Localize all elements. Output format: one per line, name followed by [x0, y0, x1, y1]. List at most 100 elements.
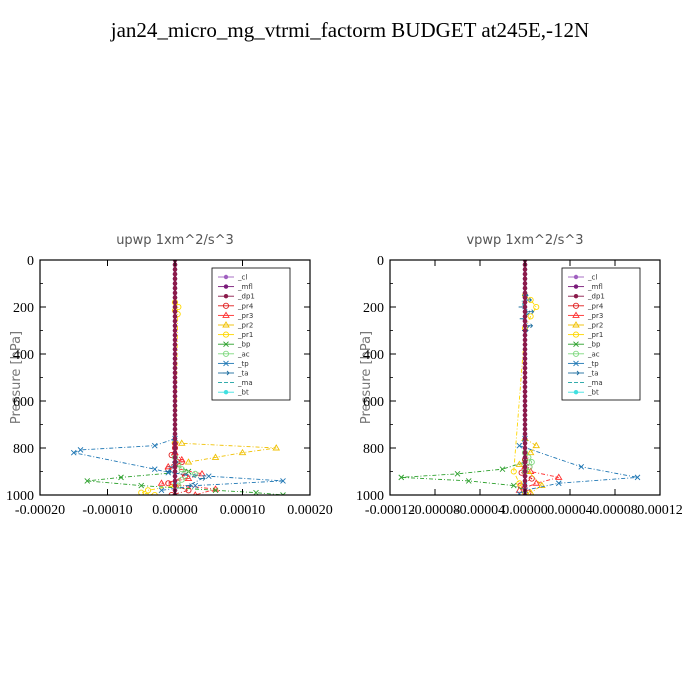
- legend-label: _mfl: [237, 283, 253, 291]
- legend-label: _pr4: [587, 302, 604, 310]
- x-tick-label: 0.00010: [220, 503, 266, 518]
- series-point: [172, 398, 178, 404]
- series-point: [527, 313, 534, 320]
- series-point: [77, 447, 84, 453]
- series-point: [554, 473, 563, 480]
- legend-box: [211, 267, 291, 401]
- series-point: [522, 422, 528, 427]
- series-point: [280, 492, 286, 495]
- series-point: [522, 436, 528, 441]
- series-point: [172, 469, 178, 474]
- x-tick-label: 0.00004: [547, 503, 593, 518]
- series-point: [528, 459, 535, 466]
- series-line: [519, 466, 559, 491]
- legend-label: _pr1: [237, 331, 253, 339]
- y-tick-label: 400: [13, 348, 34, 363]
- series-point: [522, 441, 528, 446]
- legend-label: _mfl: [587, 283, 603, 291]
- series-point: [522, 412, 528, 418]
- chart-panel-vpwp: vpwp 1xm^2/s^3 Pressure [hPa] 0 200 400 600 80…: [356, 233, 683, 518]
- series-point: [212, 487, 219, 494]
- legend-entry: _bp: [218, 341, 251, 349]
- legend-entry: _ta: [218, 370, 249, 378]
- y-tick-label: 600: [13, 395, 34, 410]
- y-tick-label: 0: [377, 254, 384, 269]
- series-point: [522, 469, 528, 474]
- series-point: [522, 380, 528, 385]
- series-point: [172, 431, 178, 437]
- legend-entry: _bp: [568, 341, 601, 349]
- legend-entry: _ac: [218, 350, 250, 358]
- series-point: [280, 478, 286, 484]
- y-tick-label: 200: [13, 301, 34, 316]
- series-dp1: [522, 260, 528, 495]
- legend-entry: _bt: [568, 389, 599, 397]
- legend-marker: [573, 294, 579, 299]
- series-point: [177, 455, 186, 463]
- series-point: [172, 384, 178, 390]
- series-point: [172, 281, 178, 286]
- series-point: [499, 466, 506, 472]
- series-point: [253, 489, 259, 495]
- panel-title: upwp 1xm^2/s^3: [116, 233, 234, 248]
- series-point: [165, 469, 172, 476]
- chart-panel-upwp: upwp 1xm^2/s^3 Pressure [hPa] 0 200 400 600 80…: [6, 233, 333, 518]
- series-dp1: [172, 260, 178, 495]
- series-point: [178, 466, 185, 473]
- series-point: [522, 459, 528, 465]
- x-tick-label: -0.00010: [82, 503, 132, 518]
- legend-label: _bt: [237, 389, 249, 397]
- series-point: [522, 309, 528, 314]
- series-point: [526, 323, 534, 329]
- series-point: [172, 333, 178, 338]
- series-point: [172, 356, 178, 361]
- series-point: [522, 483, 528, 488]
- series-point: [172, 441, 178, 446]
- series-point: [532, 441, 541, 449]
- y-tick-label: 200: [363, 301, 384, 316]
- series-point: [211, 453, 220, 460]
- series-point: [465, 478, 472, 484]
- series-bp: [398, 459, 528, 494]
- series-point: [172, 314, 178, 319]
- series-point: [172, 300, 178, 305]
- legend-entry: _tp: [568, 360, 599, 368]
- legend-entry: _bt: [218, 389, 249, 397]
- x-tick-label: -0.00008: [410, 503, 460, 518]
- series-point: [172, 403, 178, 408]
- series-point: [172, 412, 178, 418]
- legend-label: _bp: [237, 341, 251, 349]
- series-point: [526, 463, 533, 470]
- series-point: [522, 478, 528, 484]
- series-point: [522, 267, 528, 272]
- series-point: [522, 281, 528, 286]
- series-point: [522, 384, 528, 390]
- legend-marker: [572, 321, 580, 328]
- series-point: [172, 408, 178, 413]
- series-point: [144, 487, 152, 494]
- series-point: [199, 476, 206, 481]
- series-point: [522, 333, 528, 338]
- series-point: [522, 408, 528, 413]
- series-point: [158, 487, 165, 494]
- series-line: [513, 294, 537, 493]
- series-point: [172, 459, 178, 465]
- series-point: [184, 474, 193, 481]
- series-point: [172, 290, 178, 296]
- legend-entry: _ma: [218, 379, 253, 387]
- series-point: [538, 481, 546, 489]
- series-point: [157, 479, 166, 486]
- series-point: [172, 450, 178, 455]
- x-tick-label: 0.00020: [287, 503, 333, 518]
- legend-entry: _tp: [218, 360, 249, 368]
- legend-label: _ma: [237, 379, 253, 387]
- legend-entry: _cl: [218, 274, 247, 282]
- legend-marker: [223, 294, 229, 299]
- series-point: [172, 342, 178, 347]
- series-point: [516, 491, 523, 495]
- legend-entry: _pr3: [218, 311, 253, 320]
- legend-marker: [572, 302, 580, 309]
- y-axis-label: Pressure [hPa]: [9, 331, 24, 424]
- legend-entry: _pr3: [568, 311, 603, 320]
- legend-marker: [573, 370, 580, 376]
